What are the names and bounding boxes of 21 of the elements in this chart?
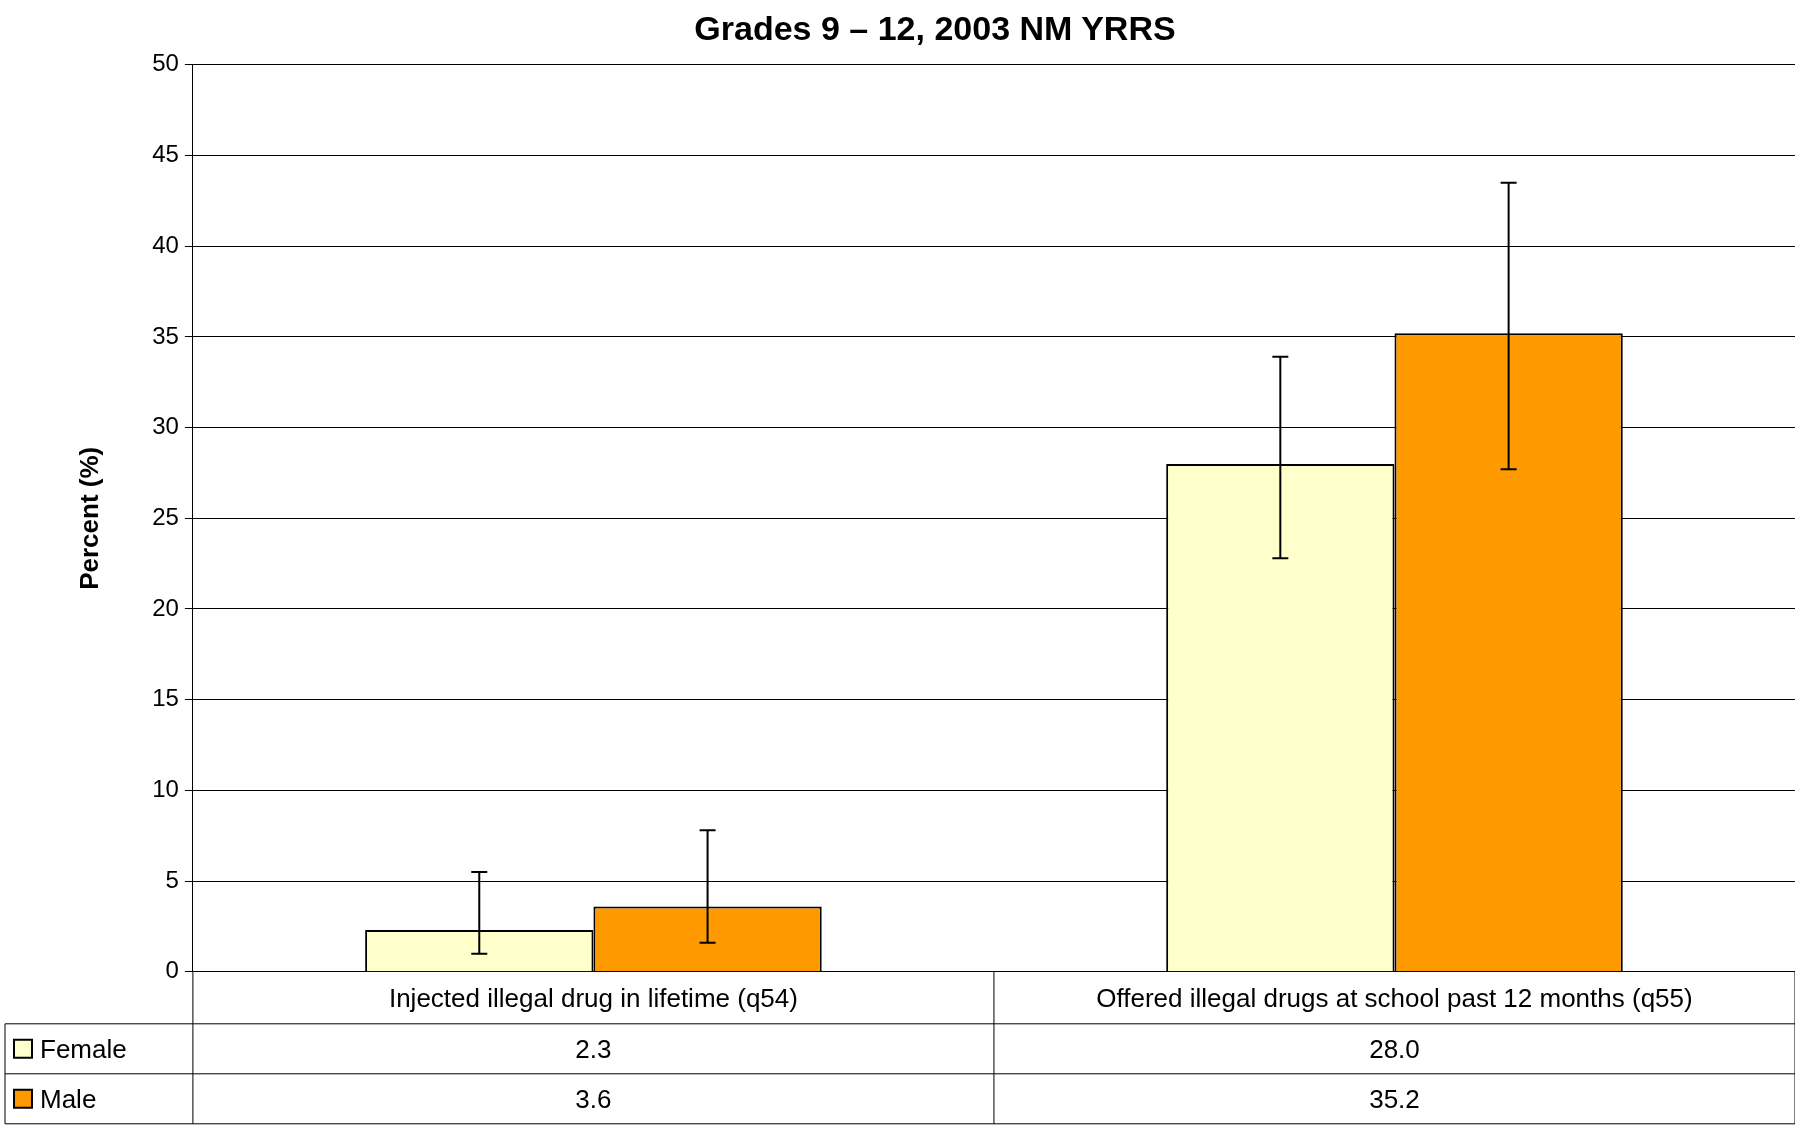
data-label: 2.3 (575, 1033, 612, 1064)
data-label: 35.2 (1369, 1083, 1420, 1114)
legend-label: Male (40, 1083, 97, 1114)
y-tick-label: 45 (152, 140, 179, 168)
y-tick-label: 30 (152, 412, 179, 440)
data-label: 28.0 (1369, 1033, 1420, 1064)
chart-title: Grades 9 – 12, 2003 NM YRRS (694, 8, 1176, 47)
y-tick-label: 20 (152, 593, 179, 621)
y-tick-label: 25 (152, 502, 179, 530)
data-label: 3.6 (575, 1083, 612, 1114)
y-tick-label: 0 (165, 956, 179, 984)
y-axis-title: Percent (%) (73, 446, 104, 590)
legend-label: Female (40, 1033, 127, 1064)
y-tick-label: 10 (152, 775, 179, 803)
y-tick-label: 50 (152, 49, 179, 77)
y-tick-label: 15 (152, 684, 179, 712)
x-tick-label: Injected illegal drug in lifetime (q54) (388, 982, 798, 1013)
y-tick-label: 35 (152, 321, 179, 349)
y-tick-label: 40 (152, 230, 179, 258)
x-tick-label: Offered illegal drugs at school past 12 months (q55) (1096, 982, 1693, 1013)
y-tick-label: 5 (165, 865, 179, 893)
